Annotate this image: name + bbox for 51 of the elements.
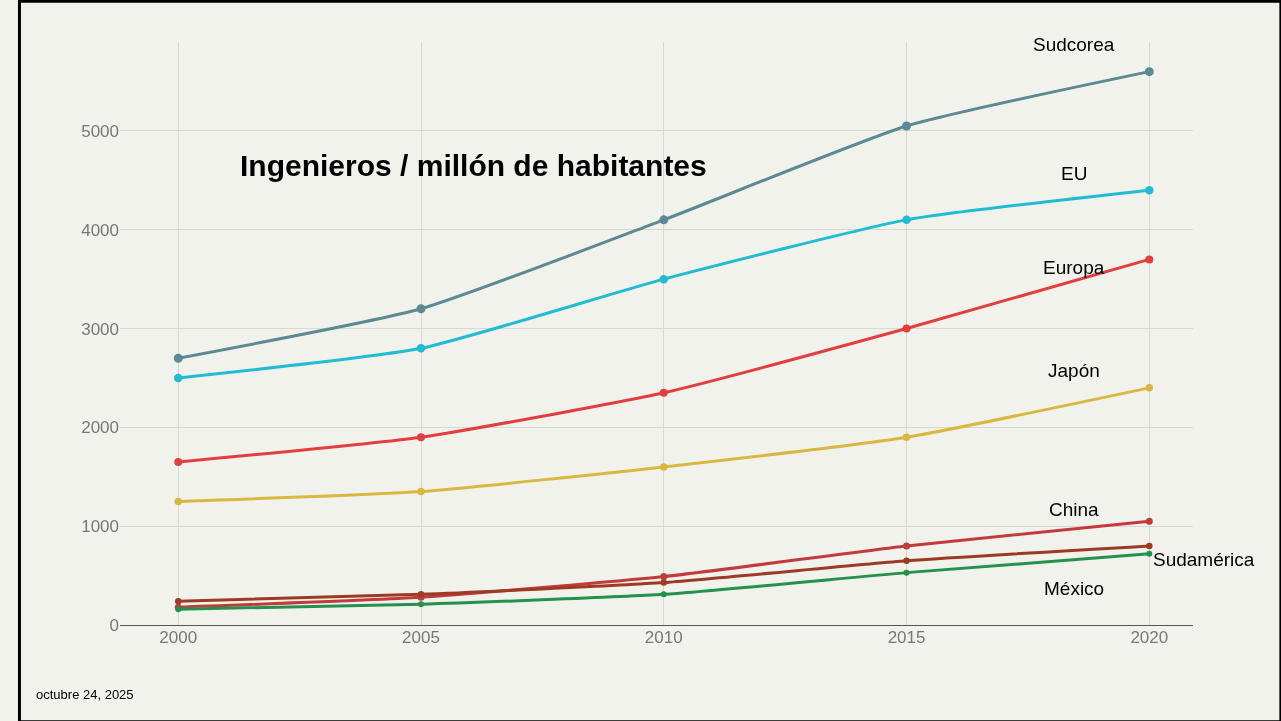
point <box>418 601 425 608</box>
series-label: Sudcorea <box>1033 34 1115 55</box>
x-tick-label: 2000 <box>159 628 198 647</box>
point <box>1146 542 1153 550</box>
series-label: EU <box>1061 163 1088 184</box>
point <box>903 569 910 576</box>
y-tick-label: 5000 <box>81 121 119 141</box>
point <box>174 373 183 383</box>
point <box>1145 255 1154 264</box>
point <box>902 215 911 225</box>
series-label: Europa <box>1043 257 1105 278</box>
series-label: Japón <box>1048 360 1100 381</box>
point <box>174 457 183 466</box>
text: Ingenieros / millón de habitantes <box>240 149 707 182</box>
point <box>660 591 667 598</box>
point <box>1145 517 1153 525</box>
y-tick-label: 4000 <box>81 220 119 240</box>
y-tick-label: 2000 <box>81 418 119 438</box>
point <box>902 121 912 131</box>
y-tick-label: 3000 <box>81 319 119 339</box>
text: octubre 24, 2025 <box>36 687 134 702</box>
point <box>659 388 668 397</box>
point <box>659 215 669 225</box>
x-tick-label: 2010 <box>644 628 683 647</box>
point <box>416 344 426 353</box>
point <box>1145 185 1154 195</box>
point <box>174 497 183 506</box>
y-tick-label: 1000 <box>81 517 119 537</box>
x-tick-label: 2015 <box>887 628 926 647</box>
point <box>417 487 425 496</box>
point <box>175 598 182 605</box>
point <box>660 579 668 586</box>
point <box>903 557 910 565</box>
series-label: México <box>1044 578 1105 599</box>
point <box>1145 384 1154 392</box>
point <box>903 542 911 550</box>
series-label: China <box>1049 499 1100 520</box>
x-tick-label: 2020 <box>1130 628 1169 647</box>
point <box>416 304 426 314</box>
point <box>660 463 668 471</box>
point <box>1144 67 1154 77</box>
point <box>660 573 668 581</box>
point <box>173 353 183 363</box>
point <box>902 433 911 441</box>
point <box>902 324 911 333</box>
y-tick-label: 0 <box>109 615 119 635</box>
point <box>1146 550 1153 557</box>
x-tick-label: 2005 <box>402 628 440 647</box>
point <box>417 433 426 442</box>
series-label: Sudamérica <box>1153 549 1255 570</box>
point <box>659 274 669 284</box>
